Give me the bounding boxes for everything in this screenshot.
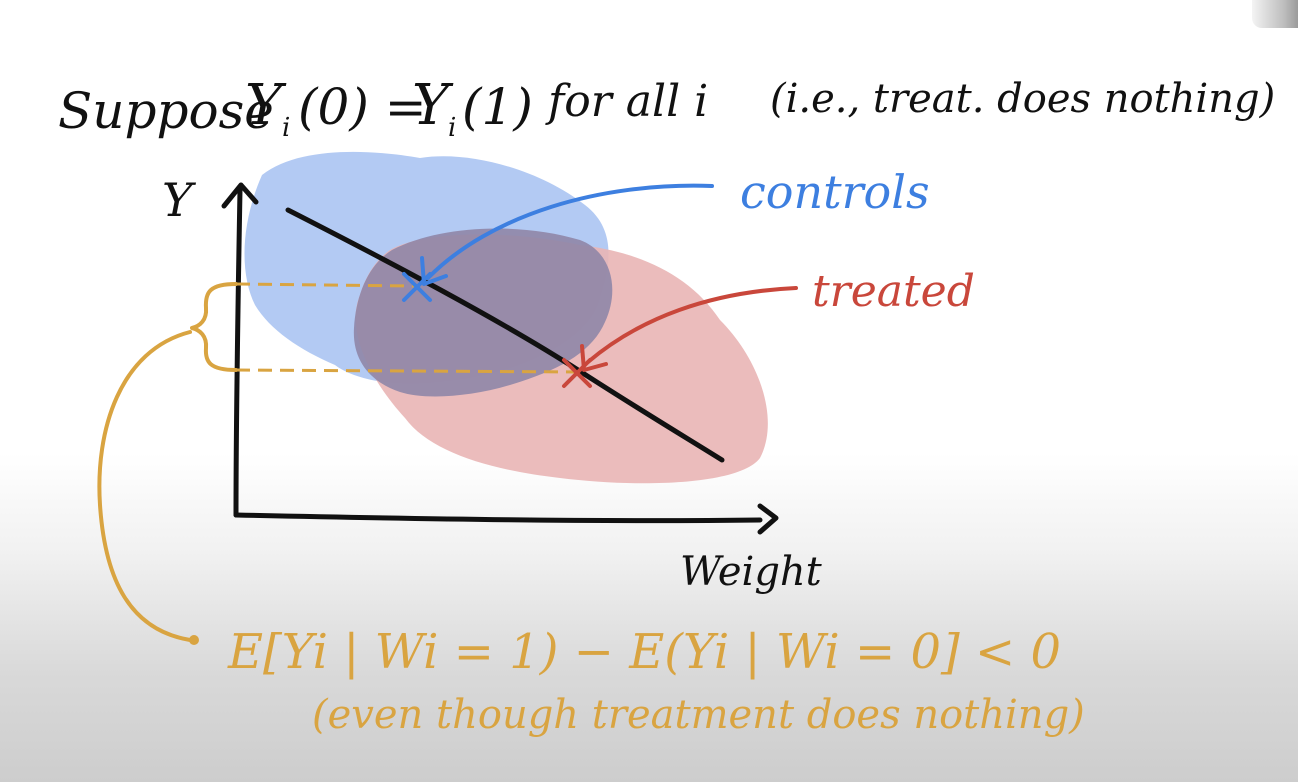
y-axis bbox=[233, 187, 243, 518]
corner-overlay bbox=[1252, 0, 1298, 28]
controls-arrowhead bbox=[420, 256, 448, 286]
x-axis-arrowhead bbox=[757, 503, 779, 535]
controls-label: controls bbox=[740, 165, 930, 219]
treated-arrow bbox=[586, 286, 798, 364]
heading-subscript-left: i bbox=[282, 113, 290, 143]
heading-expr-left: (0) = bbox=[298, 78, 427, 136]
guide-controls bbox=[235, 282, 419, 288]
heading-suppose: Suppose bbox=[58, 82, 274, 140]
x-axis-label: Weight bbox=[680, 549, 823, 595]
controls-arrow bbox=[426, 183, 714, 280]
heading-expr-right: (1) bbox=[462, 78, 533, 136]
difference-equation: E[Yi | Wi = 1) − E(Yi | Wi = 0] < 0 bbox=[227, 624, 1061, 680]
guide-treated bbox=[235, 368, 579, 374]
y-axis-label: Y bbox=[162, 173, 197, 227]
x-axis bbox=[233, 512, 763, 524]
connector-curve bbox=[97, 330, 192, 642]
heading-note: (i.e., treat. does nothing) bbox=[770, 76, 1275, 122]
axes bbox=[221, 182, 779, 535]
treated-arrowhead bbox=[580, 344, 608, 372]
connector-dot bbox=[189, 635, 199, 645]
dashed-guides bbox=[235, 282, 579, 374]
controls-marker bbox=[402, 272, 432, 302]
equation-caption: (even though treatment does nothing) bbox=[312, 692, 1085, 738]
y-axis-arrowhead bbox=[221, 182, 259, 209]
data-clouds bbox=[244, 151, 768, 484]
trend-line bbox=[285, 207, 725, 463]
curly-brace bbox=[190, 282, 238, 372]
treated-label: treated bbox=[812, 266, 975, 317]
treated-marker bbox=[562, 358, 592, 388]
brace-connector bbox=[97, 282, 238, 642]
heading-subscript-right: i bbox=[448, 113, 456, 143]
heading-y-left: Y bbox=[245, 73, 287, 138]
heading: Suppose Y i (0) = Y i (1) for all i (i.e… bbox=[58, 73, 1275, 143]
heading-y-right: Y bbox=[412, 73, 454, 138]
heading-for-all: for all i bbox=[545, 76, 708, 127]
